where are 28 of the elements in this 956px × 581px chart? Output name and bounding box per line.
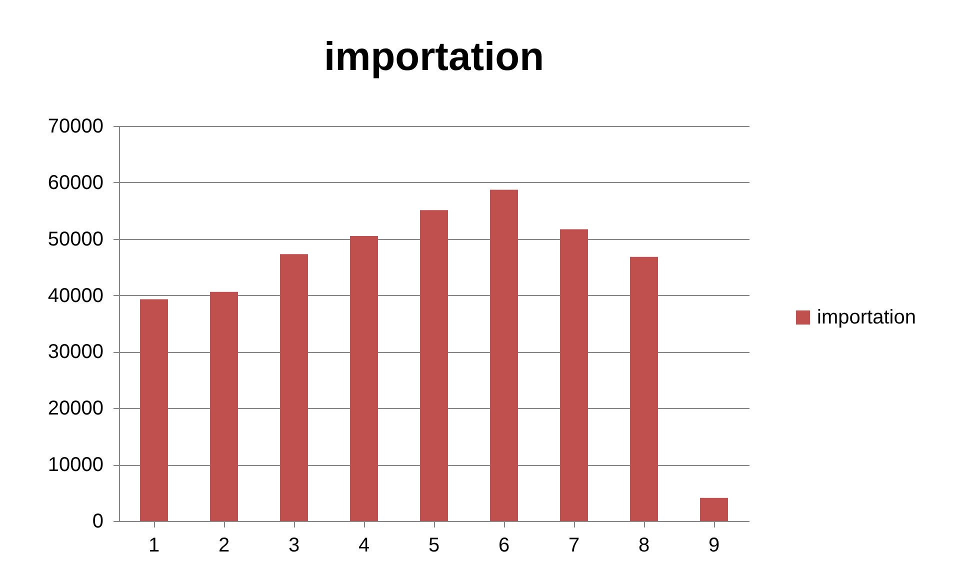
y-tick-label: 20000 (48, 398, 104, 420)
y-tick-label: 30000 (48, 341, 104, 364)
bar (560, 229, 588, 521)
bar (490, 190, 518, 521)
bar (280, 254, 308, 521)
x-tick-label: 2 (218, 534, 230, 556)
chart-title: importation (324, 35, 544, 79)
y-tick-label: 40000 (48, 284, 104, 307)
x-tick-label: 9 (708, 534, 720, 556)
y-tick-label: 50000 (48, 228, 104, 250)
bar (630, 256, 658, 521)
y-tick-label: 70000 (48, 116, 104, 138)
x-tick-label: 5 (428, 534, 440, 556)
y-tick-label: 10000 (48, 454, 104, 476)
x-tick-label: 7 (568, 534, 580, 556)
legend-label: importation (817, 306, 916, 328)
bar (420, 210, 448, 521)
bar (210, 292, 238, 521)
x-tick-label: 4 (358, 534, 370, 556)
x-tick-label: 1 (148, 534, 160, 556)
x-tick-label: 6 (498, 534, 510, 556)
x-tick-label: 8 (638, 534, 650, 556)
bar (700, 498, 728, 521)
y-tick-label: 60000 (48, 172, 104, 194)
x-tick-label: 3 (288, 534, 300, 556)
bar (350, 236, 378, 521)
y-tick-label: 0 (92, 510, 104, 532)
bar (140, 299, 168, 521)
